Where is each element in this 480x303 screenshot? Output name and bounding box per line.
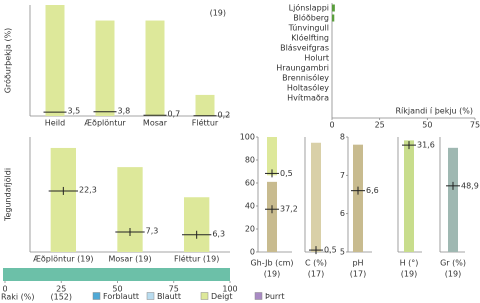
x-axis-label: pH [352, 259, 363, 268]
x-axis-label: H (°) [400, 259, 419, 268]
range-bar [267, 181, 277, 252]
y-tick-label: Hvítmaðra [287, 94, 329, 103]
x-axis-label: C (%) [305, 259, 327, 268]
range-bar [404, 140, 414, 252]
bar [184, 197, 210, 252]
bar [332, 14, 335, 22]
median-label: 6,3 [212, 229, 225, 238]
x-tick-label: 50 [422, 121, 432, 130]
x-tick-label: 50 [112, 285, 122, 294]
y-tick-label: 100 [240, 133, 255, 142]
range-bar [353, 144, 363, 252]
annotation: (19) [210, 9, 226, 18]
x-tick-label: Æðplöntur [84, 119, 126, 128]
range-bar [311, 142, 321, 252]
y-tick-label: 8 [340, 133, 345, 142]
x-tick-label: Æðplöntur (19) [33, 255, 93, 264]
y-tick-label: Klóelfting [291, 33, 329, 43]
y-tick-label: 7 [340, 171, 345, 180]
x-tick-label: Mosar (19) [108, 255, 151, 264]
x-tick-label: 75 [470, 121, 480, 130]
bar [3, 268, 230, 281]
count-label: (19) [445, 270, 461, 279]
y-tick-label: Holurt [304, 54, 329, 63]
count-label: (17) [308, 270, 324, 279]
legend-swatch [254, 292, 263, 300]
median-label: 0,7 [168, 110, 181, 119]
y-tick-label: 0 [250, 248, 255, 257]
x-tick-label: 25 [56, 285, 66, 294]
y-tick-label: Blásveifgras [280, 44, 329, 53]
y-tick-label: Blóðberg [293, 13, 329, 23]
legend-label: Þurrt [265, 292, 284, 301]
bar [332, 4, 335, 12]
count-label: (19) [264, 270, 280, 279]
median-label: 3,8 [118, 106, 131, 115]
legend-label: Forblautt [103, 292, 139, 301]
x-tick-label: 0 [2, 285, 7, 294]
y-tick-label: 5 [340, 248, 345, 257]
bar [50, 147, 76, 252]
bar [195, 94, 215, 116]
legend-label: Deigt [211, 292, 233, 301]
range-bar [267, 137, 277, 176]
legend-label: Blautt [157, 292, 181, 301]
x-tick-label: 25 [375, 121, 385, 130]
y-axis-label: Tegundafjöldi [4, 168, 13, 222]
median-label: 0,2 [218, 110, 231, 119]
median-label: 3,5 [68, 107, 81, 116]
x-axis-label: Gh-Jb (cm) [250, 259, 293, 268]
x-axis-label: Raki (%) [1, 293, 35, 302]
legend-swatch [92, 292, 101, 300]
bar [95, 20, 115, 116]
median-label: 0,5 [280, 169, 293, 178]
legend-swatch [146, 292, 155, 300]
x-tick-label: 75 [169, 285, 179, 294]
median-label: 37,2 [280, 205, 298, 214]
legend-swatch [200, 292, 209, 300]
x-tick-label: Mosar [143, 119, 168, 128]
x-tick-label: Fléttur (19) [174, 254, 219, 264]
y-tick-label: 6 [340, 209, 345, 218]
x-tick-label: 100 [222, 285, 237, 294]
median-label: 0,5 [324, 246, 337, 255]
bar [45, 5, 65, 116]
x-tick-label: Heild [45, 119, 65, 128]
median-label: 6,6 [366, 186, 379, 195]
y-axis-label: Gróðurþekja (%) [3, 28, 13, 94]
count-label: (17) [350, 270, 366, 279]
y-tick-label: Brennisóley [282, 73, 329, 83]
y-tick-label: 80 [245, 156, 255, 165]
median-label: 48,9 [461, 181, 479, 190]
median-label: 7,3 [146, 227, 159, 236]
bar [145, 20, 165, 116]
median-label: 31,6 [417, 141, 435, 150]
y-tick-label: Hraungambri [276, 64, 329, 73]
annotation: (152) [50, 293, 72, 302]
y-tick-label: 60 [245, 179, 255, 188]
y-tick-label: 40 [245, 202, 255, 211]
y-tick-label: Ljónslappi [289, 3, 329, 13]
bar [117, 167, 143, 252]
count-label: (19) [401, 270, 417, 279]
x-tick-label: Fléttur [192, 118, 219, 128]
x-axis-label: Gr (%) [440, 259, 466, 268]
x-tick-label: 0 [329, 121, 334, 130]
y-tick-label: 20 [245, 225, 255, 234]
x-axis-label: Ríkjandi í þekju (%) [395, 107, 473, 116]
y-tick-label: Holtasóley [287, 83, 329, 93]
y-tick-label: Túnvingull [288, 24, 329, 33]
median-label: 22,3 [79, 185, 97, 194]
range-bar [448, 147, 458, 252]
